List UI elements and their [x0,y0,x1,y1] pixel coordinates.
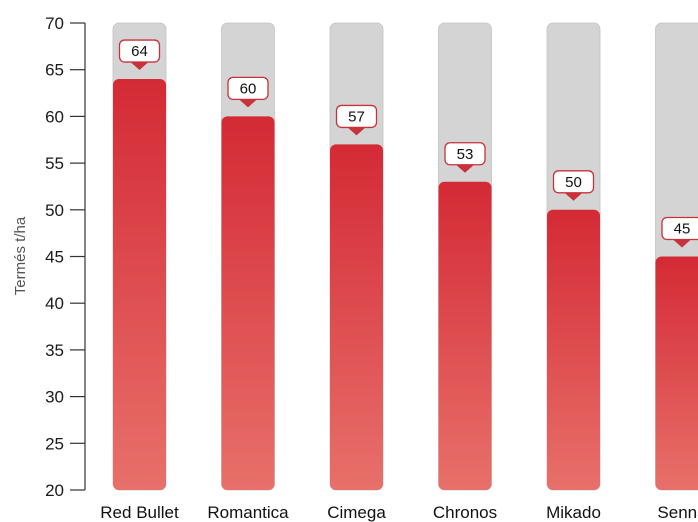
category-label: Cimega [327,503,386,522]
data-label: 57 [348,108,365,125]
y-tick-label: 35 [45,341,64,360]
bar [222,116,275,490]
y-tick-label: 70 [45,14,64,33]
y-tick-label: 60 [45,107,64,126]
data-label: 50 [565,174,582,191]
bar [656,257,698,491]
data-label: 64 [131,43,148,60]
y-tick-label: 30 [45,388,64,407]
y-tick-label: 45 [45,248,64,267]
bars: 64 Red Bullet 60 Romantica 57 Cimega 53 Chronos… [100,23,698,522]
y-tick-label: 25 [45,434,64,453]
y-tick-label: 40 [45,294,64,313]
data-label: 45 [674,221,691,238]
bar [547,210,600,490]
y-tick-label: 50 [45,201,64,220]
y-axis-label: Termés t/ha [12,216,29,295]
bar [330,144,383,490]
category-label: Senna [657,503,698,522]
y-tick-label: 55 [45,154,64,173]
y-ticks: 20 25 30 35 40 45 50 55 60 65 70 [45,14,85,500]
category-label: Romantica [207,503,289,522]
data-label: 53 [457,146,474,163]
bar [113,79,166,490]
category-label: Chronos [433,503,497,522]
category-label: Mikado [546,503,601,522]
y-tick-label: 65 [45,61,64,80]
category-label: Red Bullet [100,503,179,522]
data-label: 60 [240,80,257,97]
y-tick-label: 20 [45,481,64,500]
bar [439,182,492,490]
